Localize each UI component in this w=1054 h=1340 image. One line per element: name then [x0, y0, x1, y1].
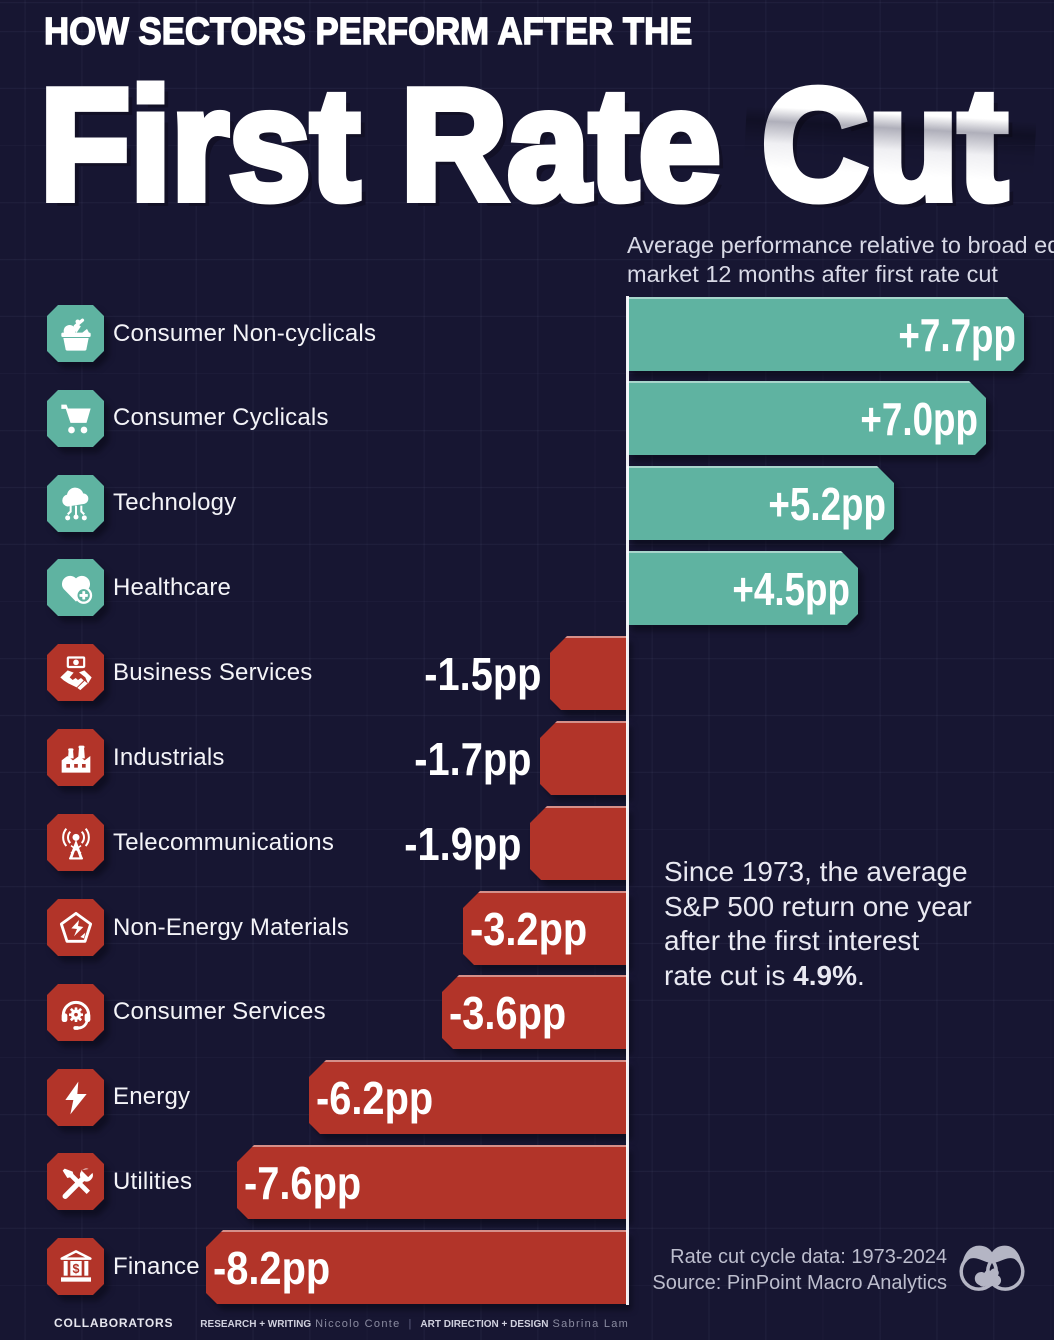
svg-text:$: $ — [72, 1262, 79, 1276]
